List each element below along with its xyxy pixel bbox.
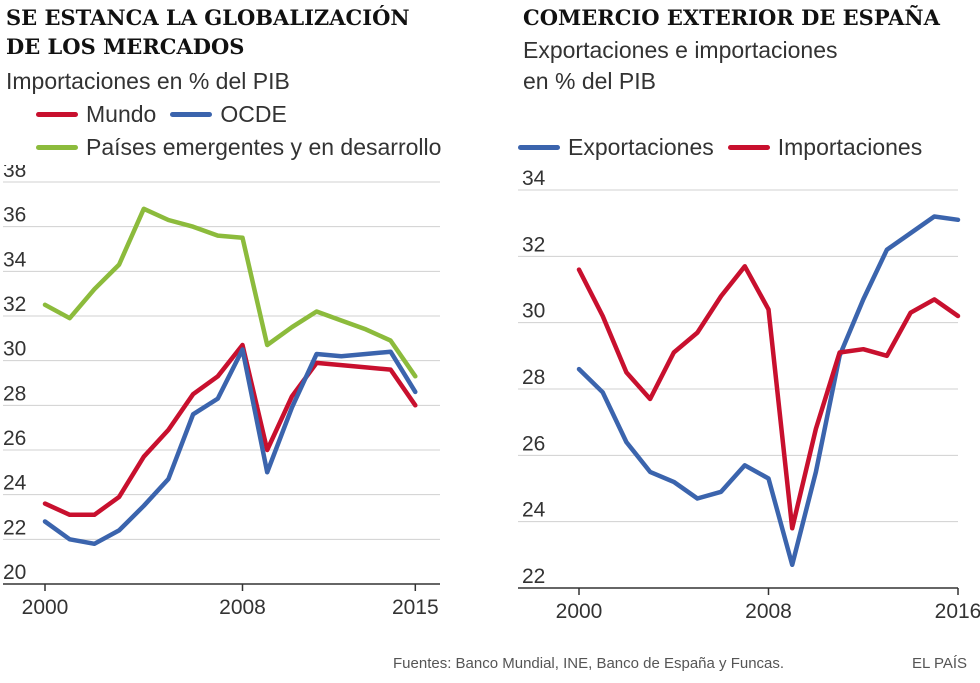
chart-left-plot: 20 22 24 26 28 30 32 34 36 38 2000 2008 2015 [3, 165, 440, 619]
left-chart-ytick-label: 32 [3, 293, 26, 316]
right-chart-ytick-label: 26 [522, 432, 545, 455]
footer-sources: Fuentes: Banco Mundial, INE, Banco de Es… [393, 655, 785, 672]
left-title-line1: SE ESTANCA LA GLOBALIZACIÓN [6, 5, 410, 30]
left-chart-ytick-label: 34 [3, 248, 27, 271]
left-legend-row1: Mundo OCDE [36, 101, 301, 128]
left-chart-ytick-label: 24 [3, 472, 27, 495]
right-subtitle-line1: Exportaciones e importaciones [523, 37, 838, 63]
legend-swatch-mundo [36, 112, 78, 117]
legend-label-exportaciones: Exportaciones [568, 134, 714, 160]
legend-swatch-emergentes [36, 145, 78, 150]
right-chart-ytick-label: 24 [522, 499, 546, 522]
right-chart-ytick-label: 30 [522, 300, 545, 323]
right-chart-xtick-label: 2008 [745, 600, 792, 623]
right-chart-xtick-label: 2016 [935, 600, 980, 623]
right-chart-ytick-label: 32 [522, 233, 545, 256]
legend-item-ocde: OCDE [170, 101, 287, 128]
left-chart-title: SE ESTANCA LA GLOBALIZACIÓN DE LOS MERCA… [6, 3, 410, 61]
right-chart-series-importaciones [576, 264, 961, 531]
legend-item-mundo: Mundo [36, 101, 156, 128]
left-legend-row2: Países emergentes y en desarrollo [36, 134, 455, 161]
right-chart-xtick-label: 2000 [556, 600, 603, 623]
chart-right-plot: 22 24 26 28 30 32 34 2000 2008 2016 [518, 167, 980, 623]
right-chart-subtitle: Exportaciones e importaciones en % del P… [523, 35, 838, 97]
legend-item-emergentes: Países emergentes y en desarrollo [36, 134, 441, 161]
right-chart-series-exportaciones [576, 214, 961, 568]
left-chart-ytick-label: 26 [3, 427, 26, 450]
left-chart-ytick-label: 20 [3, 561, 26, 584]
right-chart-ytick-label: 28 [522, 366, 545, 389]
left-chart-xtick-label: 2000 [22, 596, 69, 619]
legend-swatch-exportaciones [518, 145, 560, 150]
left-chart-ytick-label: 38 [3, 165, 26, 182]
left-chart-xtick-label: 2015 [392, 596, 439, 619]
left-title-line2: DE LOS MERCADOS [6, 34, 245, 59]
right-chart-ytick-label: 22 [522, 565, 545, 588]
left-chart-xtick-label: 2008 [219, 596, 266, 619]
legend-label-mundo: Mundo [86, 101, 157, 127]
right-chart-title: COMERCIO EXTERIOR DE ESPAÑA [523, 5, 940, 30]
legend-item-importaciones: Importaciones [727, 134, 923, 161]
left-chart-subtitle: Importaciones en % del PIB [6, 68, 290, 94]
legend-swatch-ocde [170, 112, 213, 117]
right-chart-ytick-label: 34 [522, 167, 546, 190]
right-legend-row: Exportaciones Importaciones [518, 134, 922, 161]
legend-item-exportaciones: Exportaciones [518, 134, 714, 161]
left-chart-series-mundo [42, 342, 418, 518]
footer-brand: EL PAÍS [912, 655, 968, 672]
right-subtitle-line2: en % del PIB [523, 68, 656, 94]
legend-label-importaciones: Importaciones [777, 134, 923, 160]
left-chart-ytick-label: 28 [3, 382, 26, 405]
legend-label-emergentes: Países emergentes y en desarrollo [86, 134, 442, 160]
left-chart-ytick-label: 30 [3, 338, 26, 361]
legend-swatch-importaciones [727, 145, 770, 150]
legend-label-ocde: OCDE [220, 101, 287, 127]
left-chart-ytick-label: 36 [3, 204, 26, 227]
left-chart-ytick-label: 22 [3, 516, 26, 539]
left-chart-series-ocde [42, 347, 418, 547]
left-chart-series-paises-emergentes-y-en-desarrollo [42, 206, 418, 379]
